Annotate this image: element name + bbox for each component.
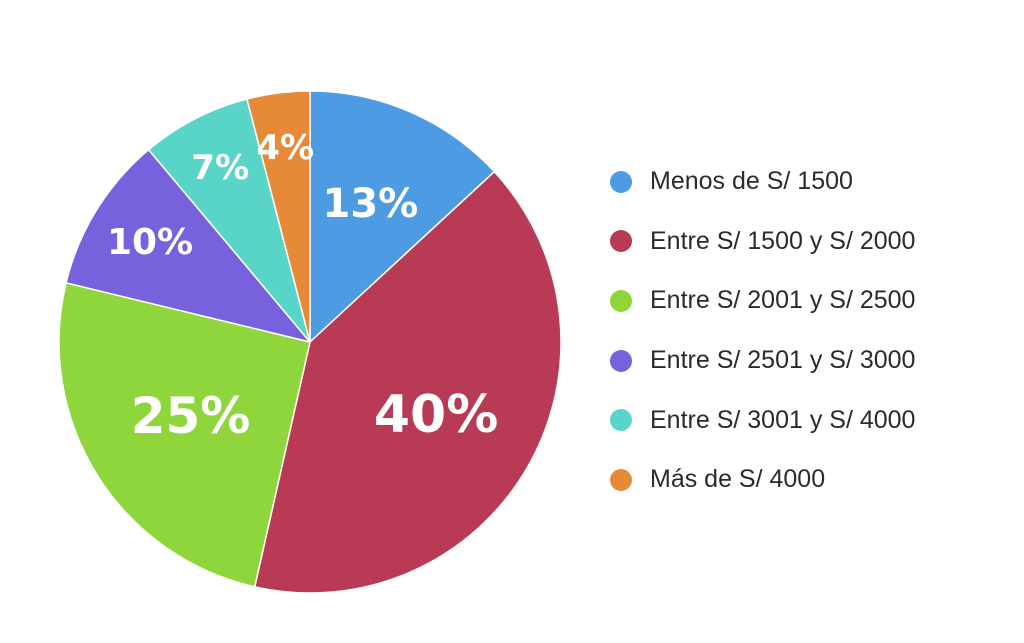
pie-slice xyxy=(309,90,496,343)
legend-label: Entre S/ 2001 y S/ 2500 xyxy=(650,286,916,315)
legend-label: Más de S/ 4000 xyxy=(650,465,826,494)
legend-item: Más de S/ 4000 xyxy=(610,450,915,510)
slice-percentage-label: 10% xyxy=(107,222,193,263)
legend-item: Entre S/ 2001 y S/ 2500 xyxy=(610,271,915,331)
legend-item: Menos de S/ 1500 xyxy=(610,152,915,212)
slice-percentage-label: 13% xyxy=(323,181,419,227)
pie-slice xyxy=(147,98,311,343)
pie-slice xyxy=(246,90,311,343)
pie-slice xyxy=(253,170,562,594)
chart-legend: Menos de S/ 1500 Entre S/ 1500 y S/ 2000… xyxy=(610,152,915,510)
legend-label: Entre S/ 3001 y S/ 4000 xyxy=(650,405,916,434)
legend-item: Entre S/ 3001 y S/ 4000 xyxy=(610,390,915,450)
slice-percentage-label: 7% xyxy=(191,148,249,188)
legend-marker xyxy=(610,409,632,432)
legend-marker xyxy=(610,230,632,253)
legend-item: Entre S/ 1500 y S/ 2000 xyxy=(610,212,915,272)
pie-slice xyxy=(58,282,311,588)
pie-slice xyxy=(65,148,311,343)
legend-marker xyxy=(610,170,632,193)
slice-percentage-label: 40% xyxy=(374,385,498,445)
legend-marker xyxy=(610,468,632,491)
legend-marker xyxy=(610,349,632,372)
legend-label: Menos de S/ 1500 xyxy=(650,167,853,196)
legend-label: Entre S/ 2501 y S/ 3000 xyxy=(650,346,916,375)
slice-percentage-label: 4% xyxy=(256,128,314,168)
legend-marker xyxy=(610,289,632,312)
slice-percentage-label: 25% xyxy=(131,387,251,445)
legend-item: Entre S/ 2501 y S/ 3000 xyxy=(610,331,915,391)
pie-slices xyxy=(58,90,562,594)
legend-label: Entre S/ 1500 y S/ 2000 xyxy=(650,226,916,255)
pie-slice-labels: 13% 40% 25% 10% 7%4% xyxy=(107,128,498,445)
